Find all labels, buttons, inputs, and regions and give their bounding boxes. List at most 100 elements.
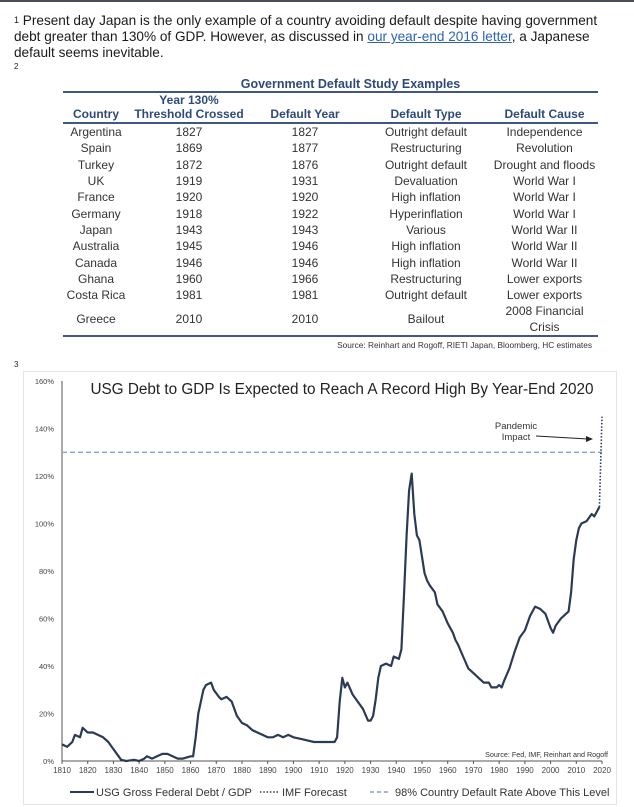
cell-country: UK [87,174,105,189]
default-study-table: Country Year 130% Threshold Crossed Defau… [63,93,598,335]
cell-default-year: 1920 [291,190,319,205]
pandemic-annotation: Pandemic Impact [495,421,593,443]
chart-legend: USG Gross Federal Debt / GDP IMF Forecas… [70,787,609,799]
cell-default-cause: World War II [511,255,578,270]
x-tick-label: 2000 [542,766,560,775]
cell-country: Argentina [70,125,122,140]
default-study-table-section: Government Default Study Examples Countr… [63,77,598,350]
cell-country: Turkey [77,157,115,172]
year-end-2016-letter-link[interactable]: our year-end 2016 letter [367,29,512,44]
cell-default-year: 1877 [291,141,319,156]
table-row: Australia 1945 1946 High inflation World War… [63,238,598,254]
cell-default-cause: Revolution [516,141,573,156]
table-row: Turkey 1872 1876 Outright default Drought an… [63,157,598,173]
top-divider [0,0,634,2]
cell-default-cause: Drought and floods [493,157,596,172]
cell-default-year: 1946 [291,255,319,270]
footnote-3-marker: 3 [14,360,19,369]
cell-default-type: Restructuring [390,141,462,156]
cell-default-cause: World War I [513,174,576,189]
cell-default-cause: 2008 Financial Crisis [505,304,584,335]
y-tick-label: 20% [39,710,54,719]
cell-country: Costa Rica [66,288,126,303]
table-top-rule [63,91,598,93]
table-row: Spain 1869 1877 Restructuring Revolution [63,140,598,156]
annotation-line2: Impact [502,432,531,443]
cell-threshold-year: 2010 [175,312,203,327]
y-tick-label: 80% [39,567,54,576]
cell-threshold-year: 1946 [175,255,203,270]
cell-default-cause: World War I [513,206,576,221]
y-axis: 0% 20% 40% 60% 80% 100% 120% 140% 160% [35,377,63,766]
table-row: UK 1919 1931 Devaluation World War I [63,173,598,189]
cell-default-type: Outright default [384,288,468,303]
table-row: Argentina 1827 1827 Outright default Indepen… [63,124,598,140]
x-tick-label: 1890 [259,766,277,775]
legend-label-imf: IMF Forecast [282,787,347,799]
x-axis: 1810 1820 1830 1840 1850 1860 1870 1880 1890 1900… [53,760,611,775]
cell-default-cause: Independence [506,125,583,140]
table-row: Ghana 1960 1966 Restructuring Lower exports [63,271,598,287]
cell-default-year: 1943 [291,222,319,237]
cell-threshold-year: 1919 [175,174,203,189]
cell-default-year: 1827 [291,125,319,140]
footnote-2-marker: 2 [14,62,19,71]
cell-country: Japan [79,222,113,237]
cell-threshold-year: 1920 [175,190,203,205]
cell-threshold-year: 1918 [175,206,203,221]
x-tick-label: 1970 [465,766,483,775]
header-threshold-line1: Year 130% [159,93,219,107]
cell-default-cause: World War II [511,222,578,237]
y-tick-label: 100% [35,520,55,529]
cell-default-cause: World War II [511,239,578,254]
y-tick-label: 0% [43,757,54,766]
x-tick-label: 1950 [413,766,431,775]
cell-threshold-year: 1945 [175,239,203,254]
cell-country: Ghana [77,271,115,286]
cell-default-cause: World War I [513,190,576,205]
x-tick-label: 1810 [53,766,71,775]
y-tick-label: 120% [35,472,55,481]
cell-country: Spain [80,141,112,156]
cell-default-year: 2010 [291,312,319,327]
cell-country: Greece [76,312,116,327]
table-row: Greece 2010 2010 Bailout 2008 Financial Cris… [63,303,598,335]
cell-default-type: Bailout [407,312,445,327]
cell-default-year: 1876 [291,157,319,172]
cell-default-year: 1966 [291,271,319,286]
table-row: Japan 1943 1943 Various World War II [63,222,598,238]
cell-default-cause: Lower exports [506,288,583,303]
x-tick-label: 1910 [310,766,328,775]
cell-threshold-year: 1872 [175,157,203,172]
header-default-cause: Default Cause [504,107,585,121]
legend-label-debt: USG Gross Federal Debt / GDP [96,787,252,799]
x-tick-label: 1870 [207,766,225,775]
cell-default-cause: Lower exports [506,271,583,286]
x-tick-label: 2010 [567,766,585,775]
table-row: France 1920 1920 High inflation World War I [63,189,598,205]
cell-default-year: 1981 [291,288,319,303]
cell-default-type: Outright default [384,125,468,140]
footnote-1-marker: 1 [14,15,20,25]
cell-default-type: Restructuring [390,271,462,286]
cell-default-year: 1922 [291,206,319,221]
header-default-type: Default Type [390,107,462,121]
x-tick-label: 1860 [182,766,200,775]
annotation-arrow-line [535,435,589,440]
series-imf-forecast-line [598,416,603,507]
cell-country: France [77,190,115,205]
series-layer [61,416,603,763]
chart-source: Source: Fed, IMF, Reinhart and Rogoff [485,750,608,759]
cell-country: Germany [71,206,121,221]
header-threshold-line2: Threshold Crossed [134,107,244,121]
chart-title: USG Debt to GDP Is Expected to Reach A R… [90,381,593,398]
table-source: Source: Reinhart and Rogoff, RIETI Japan… [337,340,592,351]
x-tick-label: 1960 [439,766,457,775]
cell-default-type: High inflation [391,190,461,205]
table-row: Canada 1946 1946 High inflation World War II [63,254,598,270]
annotation-line1: Pandemic [495,421,537,432]
cell-threshold-year: 1943 [175,222,203,237]
table-title: Government Default Study Examples [240,77,461,91]
annotation-arrow-head [586,436,593,442]
x-tick-label: 1920 [336,766,354,775]
